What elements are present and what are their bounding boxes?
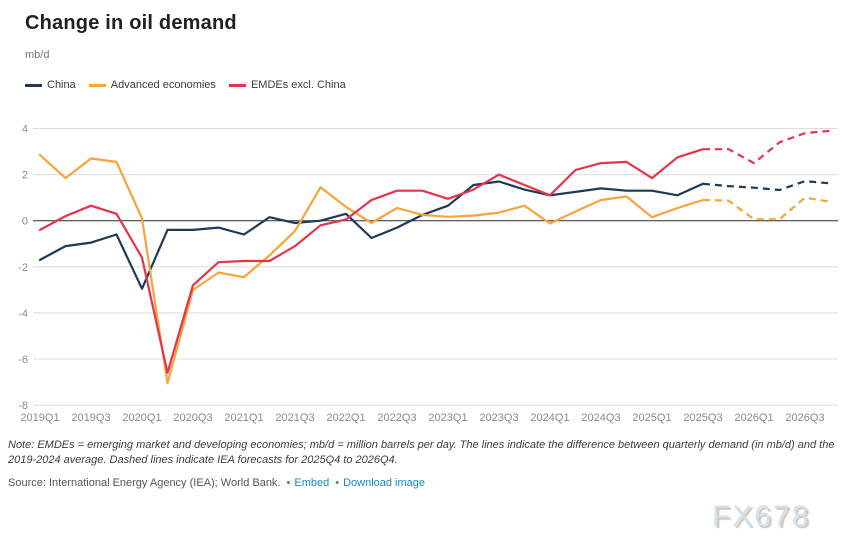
note-text: Note: EMDEs = emerging market and develo… xyxy=(8,439,835,466)
emdes-line-swatch-icon xyxy=(228,83,246,87)
svg-text:-6: -6 xyxy=(18,354,28,366)
fx678-watermark: FX678 xyxy=(712,500,811,533)
china-line-swatch-icon xyxy=(25,83,42,87)
svg-text:2019Q3: 2019Q3 xyxy=(71,412,110,424)
legend-label-china: China xyxy=(47,79,76,91)
svg-text:2025Q1: 2025Q1 xyxy=(632,412,671,424)
download-image-link[interactable]: Download image xyxy=(343,477,426,489)
svg-text:2026Q1: 2026Q1 xyxy=(734,412,773,424)
advanced-economies-line-swatch-icon xyxy=(88,83,106,87)
legend-label-emdes: EMDEs excl. China xyxy=(250,79,346,91)
legend-item-china: China xyxy=(25,79,76,91)
svg-text:2025Q3: 2025Q3 xyxy=(683,412,722,424)
svg-text:4: 4 xyxy=(22,124,28,136)
svg-text:0: 0 xyxy=(22,216,28,228)
y-axis-unit-label: mb/d xyxy=(25,49,50,61)
svg-text:2023Q1: 2023Q1 xyxy=(428,412,467,424)
svg-text:-4: -4 xyxy=(18,308,28,320)
source-line: Source: International Energy Agency (IEA… xyxy=(8,477,828,489)
svg-text:2019Q1: 2019Q1 xyxy=(20,412,59,424)
source-text: Source: International Energy Agency (IEA… xyxy=(8,477,281,489)
legend-item-emdes: EMDEs excl. China xyxy=(228,79,346,91)
svg-text:2021Q1: 2021Q1 xyxy=(224,412,263,424)
svg-text:2: 2 xyxy=(22,170,28,182)
svg-text:2020Q3: 2020Q3 xyxy=(173,412,212,424)
svg-text:2022Q1: 2022Q1 xyxy=(326,412,365,424)
svg-text:2022Q3: 2022Q3 xyxy=(377,412,416,424)
legend-label-advanced-economies: Advanced economies xyxy=(110,79,216,91)
svg-text:2024Q3: 2024Q3 xyxy=(581,412,620,424)
chart-legend: China Advanced economies EMDEs excl. Chi… xyxy=(25,79,346,91)
legend-item-advanced-economies: Advanced economies xyxy=(88,79,216,91)
svg-text:2026Q3: 2026Q3 xyxy=(785,412,824,424)
svg-text:-2: -2 xyxy=(18,262,28,274)
svg-text:2020Q1: 2020Q1 xyxy=(122,412,161,424)
embed-link[interactable]: Embed xyxy=(294,477,330,489)
svg-text:2024Q1: 2024Q1 xyxy=(530,412,569,424)
page-title: Change in oil demand xyxy=(25,12,237,34)
svg-text:-8: -8 xyxy=(18,400,28,412)
bullet-separator-icon: • xyxy=(286,477,291,489)
svg-text:2023Q3: 2023Q3 xyxy=(479,412,518,424)
svg-text:2021Q3: 2021Q3 xyxy=(275,412,314,424)
bullet-separator-icon: • xyxy=(335,477,340,489)
